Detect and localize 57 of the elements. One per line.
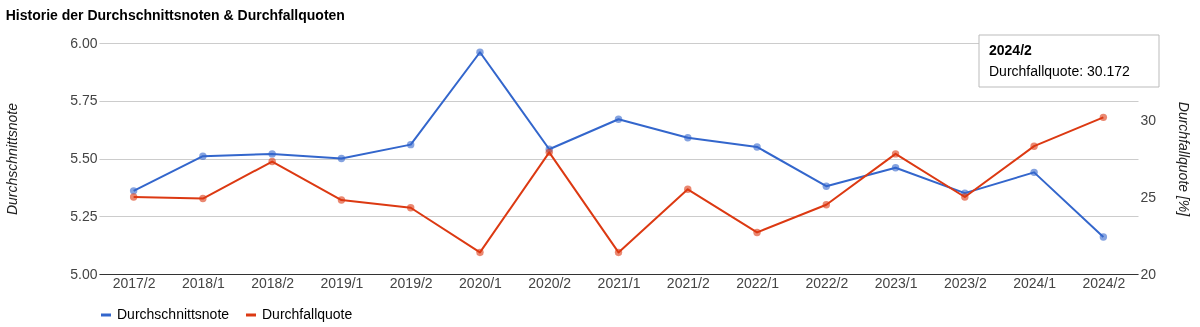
y-tick-label: 5.50 (70, 150, 98, 166)
y-tick-label: 5.25 (70, 207, 98, 224)
point (822, 201, 831, 209)
point (545, 148, 553, 157)
x-tick-label: 2023/2 (943, 274, 987, 291)
point (891, 150, 900, 158)
y-axis-title: Durchschnittsnote (4, 102, 21, 216)
x-tick-label: 2019/1 (320, 274, 364, 291)
point (1030, 168, 1038, 177)
point (684, 134, 692, 142)
x-tick-label: 2020/2 (528, 274, 572, 291)
y-tick-label: 5.75 (70, 92, 98, 109)
legend-label: Durchfallquote (262, 306, 353, 322)
x-tick-label: 2021/1 (597, 274, 641, 291)
x-tick-label: 2022/1 (736, 274, 780, 291)
point (406, 204, 415, 212)
point (199, 152, 207, 160)
point (268, 157, 276, 166)
x-tick-label: 2019/2 (389, 274, 433, 291)
point (476, 48, 484, 56)
x-tick-label: 2022/2 (805, 274, 849, 291)
x-tick-label: 2017/2 (112, 274, 156, 291)
point (199, 194, 207, 203)
x-tick-label: 2024/2 (1082, 274, 1126, 291)
x-tick-label: 2023/1 (874, 274, 918, 291)
point (406, 140, 415, 149)
point (1030, 142, 1038, 150)
point (614, 115, 623, 123)
y2-axis-title: Durchfallquote [%] (1176, 101, 1193, 218)
chart-title: Historie der Durchschnittsnoten & Durchfallquoten (5, 6, 345, 23)
point (337, 196, 346, 204)
point (1099, 113, 1108, 122)
point (822, 182, 831, 190)
point (1099, 233, 1108, 241)
point (337, 154, 346, 163)
point (961, 193, 969, 201)
x-tick-label: 2018/2 (251, 274, 295, 291)
x-tick-label: 2024/1 (1013, 274, 1057, 291)
x-tick-label: 2021/2 (666, 274, 710, 291)
point (753, 143, 761, 151)
point (129, 187, 138, 195)
legend-label: Durchschnittsnote (117, 306, 230, 322)
point (753, 228, 761, 237)
y2-tick-label: 25 (1140, 188, 1157, 205)
annotation: 2024/2 Durchfallquote: 30.172 (989, 42, 1131, 79)
x-tick-label: 2020/1 (459, 274, 503, 291)
y-tick-label: 5.00 (70, 265, 98, 282)
point (614, 248, 623, 257)
point (891, 164, 900, 172)
y2-tick-label: 20 (1140, 265, 1157, 282)
y2-tick-label: 30 (1140, 111, 1157, 128)
y-tick-label: 6.00 (70, 34, 98, 51)
point (476, 248, 484, 257)
point (268, 150, 276, 158)
x-tick-label: 2018/1 (181, 274, 226, 291)
point (129, 193, 138, 201)
point (684, 185, 692, 193)
